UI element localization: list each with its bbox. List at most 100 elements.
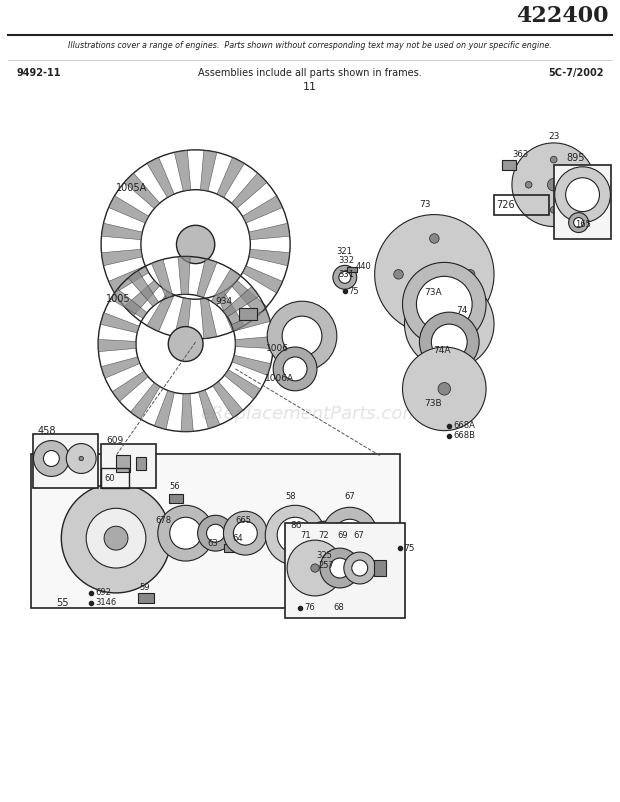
Circle shape (419, 312, 479, 372)
Text: 3146: 3146 (95, 598, 117, 607)
Polygon shape (108, 196, 149, 223)
Circle shape (551, 206, 557, 213)
Polygon shape (232, 355, 271, 375)
Text: 726: 726 (496, 200, 515, 209)
Polygon shape (197, 259, 217, 298)
Circle shape (198, 515, 233, 551)
Bar (33, 434, 98, 488)
Text: 23: 23 (548, 132, 559, 141)
Circle shape (443, 318, 456, 331)
Polygon shape (242, 265, 283, 294)
Circle shape (265, 505, 325, 565)
Bar (494, 195, 549, 215)
Circle shape (402, 347, 486, 431)
Bar (285, 523, 404, 618)
Text: 55: 55 (56, 597, 69, 608)
Bar (347, 267, 356, 272)
Text: 72: 72 (318, 531, 329, 540)
Circle shape (432, 324, 467, 360)
Circle shape (425, 265, 443, 283)
Circle shape (430, 306, 439, 315)
Polygon shape (198, 390, 220, 428)
Circle shape (322, 508, 378, 563)
Text: 69: 69 (338, 531, 348, 540)
Polygon shape (151, 259, 173, 298)
Polygon shape (174, 150, 191, 191)
Circle shape (466, 269, 475, 279)
Circle shape (565, 178, 600, 212)
Text: 668A: 668A (453, 421, 475, 430)
Polygon shape (110, 289, 147, 318)
Circle shape (233, 521, 257, 545)
Text: 73B: 73B (425, 399, 442, 408)
Circle shape (374, 215, 494, 334)
Polygon shape (98, 339, 136, 351)
Text: 692: 692 (95, 589, 111, 597)
Text: 75: 75 (404, 544, 415, 553)
Text: 325: 325 (316, 551, 332, 560)
Text: 59: 59 (139, 583, 149, 593)
Text: Illustrations cover a range of engines.  Parts shown without corresponding text : Illustrations cover a range of engines. … (68, 42, 552, 51)
Text: 331: 331 (338, 269, 354, 279)
Polygon shape (112, 371, 148, 402)
Text: 440: 440 (356, 262, 371, 271)
Polygon shape (249, 249, 290, 265)
Text: 63: 63 (208, 539, 218, 548)
Polygon shape (249, 223, 290, 240)
Text: 422400: 422400 (516, 6, 608, 27)
Text: 9492-11: 9492-11 (17, 68, 61, 79)
Polygon shape (231, 173, 267, 209)
Text: 5C-7/2002: 5C-7/2002 (548, 68, 603, 79)
Polygon shape (147, 291, 174, 331)
Circle shape (394, 269, 403, 279)
Polygon shape (231, 281, 267, 316)
Text: 609: 609 (106, 436, 123, 445)
Polygon shape (102, 249, 143, 265)
Polygon shape (213, 382, 243, 418)
Text: 934: 934 (216, 297, 232, 306)
Text: 60: 60 (104, 474, 115, 483)
Circle shape (320, 548, 360, 588)
Text: 67: 67 (345, 492, 355, 500)
Polygon shape (242, 196, 283, 223)
Circle shape (311, 564, 319, 572)
Text: 1006: 1006 (266, 345, 290, 354)
Text: 678: 678 (156, 516, 172, 525)
Text: 1005: 1005 (106, 294, 131, 304)
Bar (502, 160, 516, 170)
Text: 76: 76 (304, 603, 315, 613)
Polygon shape (101, 357, 140, 379)
Circle shape (333, 265, 356, 290)
Circle shape (223, 512, 267, 555)
Text: 332: 332 (338, 256, 354, 265)
Text: 64: 64 (232, 533, 243, 543)
Circle shape (282, 316, 322, 356)
Text: 73A: 73A (425, 288, 442, 297)
Circle shape (402, 262, 486, 346)
Circle shape (446, 294, 453, 301)
Text: 668B: 668B (453, 431, 476, 440)
Circle shape (472, 321, 480, 328)
Text: 11: 11 (303, 82, 317, 92)
Circle shape (330, 558, 350, 578)
Text: 1005A: 1005A (116, 183, 148, 192)
Bar (136, 456, 146, 471)
Circle shape (525, 181, 532, 188)
Polygon shape (181, 394, 193, 431)
Bar (32, 454, 399, 608)
Circle shape (339, 271, 351, 283)
Bar (101, 444, 156, 488)
Polygon shape (211, 269, 241, 306)
Circle shape (334, 519, 366, 551)
Text: 665: 665 (236, 516, 251, 525)
Circle shape (551, 156, 557, 163)
Text: 67: 67 (354, 531, 365, 540)
Circle shape (352, 560, 368, 576)
Polygon shape (128, 270, 159, 306)
Polygon shape (231, 310, 270, 331)
Text: 86: 86 (290, 520, 301, 529)
Circle shape (267, 302, 337, 371)
Circle shape (206, 525, 224, 542)
Polygon shape (224, 370, 260, 399)
Text: 74A: 74A (433, 346, 451, 355)
